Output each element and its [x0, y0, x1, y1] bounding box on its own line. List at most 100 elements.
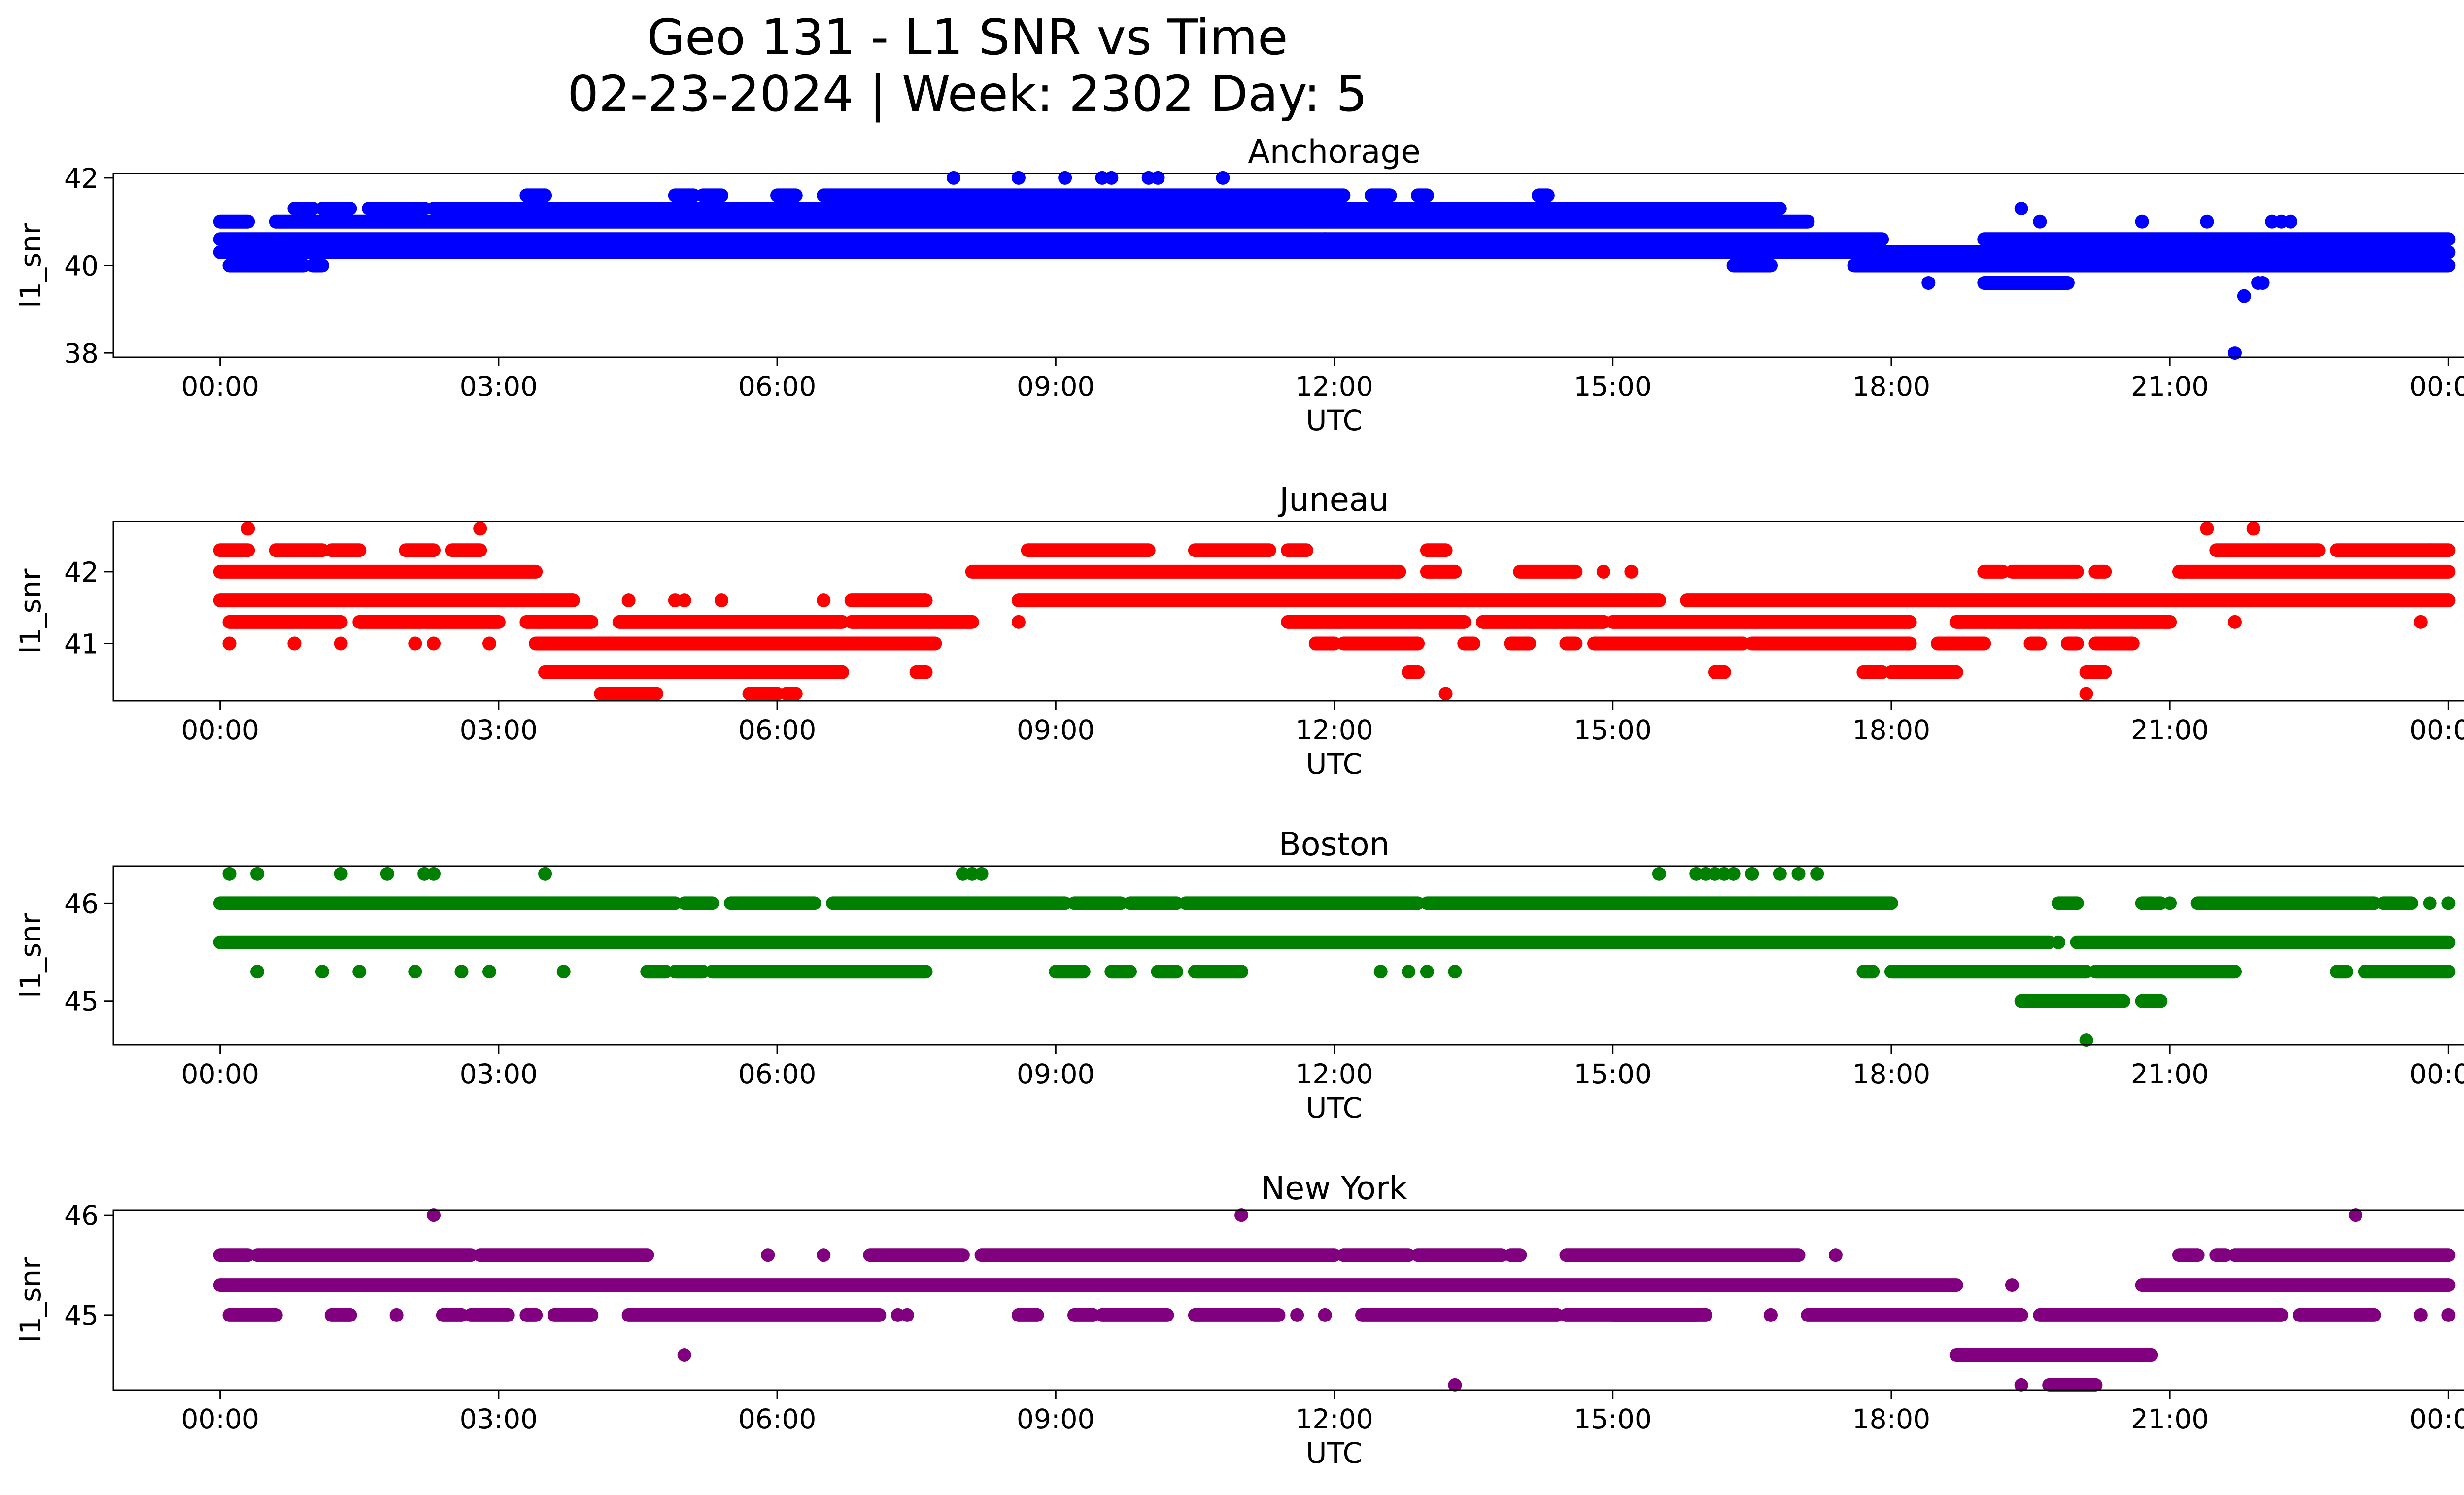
data-point: [900, 1308, 914, 1322]
data-point-run: [2209, 543, 2326, 557]
data-point-run: [436, 1308, 469, 1322]
data-point-run: [1726, 258, 1778, 273]
y-tick-label: 45: [64, 986, 99, 1017]
data-point-run: [1745, 636, 1917, 651]
data-point-run: [399, 543, 441, 557]
data-point: [482, 636, 497, 651]
data-point-run: [1281, 615, 1472, 629]
data-point-run: [306, 258, 329, 273]
data-point-run: [1151, 965, 1184, 979]
y-tick-label: 40: [64, 250, 99, 282]
data-point-run: [2023, 636, 2047, 651]
data-point-run: [621, 1308, 887, 1322]
data-point-run: [324, 543, 367, 557]
data-point-run: [1977, 276, 2075, 290]
data-point: [817, 593, 831, 608]
data-point: [287, 636, 302, 651]
data-point-run: [2014, 994, 2130, 1008]
x-tick-label: 00:00: [2409, 371, 2464, 402]
data-point-run: [1011, 1308, 1044, 1322]
data-point-run: [2070, 935, 2456, 949]
x-tick-label: 06:00: [738, 1058, 817, 1090]
x-tick-label: 12:00: [1295, 1403, 1373, 1435]
data-point-run: [1420, 564, 1462, 579]
data-point-run: [770, 188, 803, 203]
data-point: [538, 867, 552, 881]
data-point-run: [1336, 636, 1425, 651]
data-point-run: [1021, 543, 1156, 557]
data-point: [947, 171, 961, 185]
data-point: [250, 867, 265, 881]
data-point-run: [2135, 1278, 2456, 1292]
data-point-run: [1411, 1248, 1508, 1262]
x-tick-label: 03:00: [460, 1058, 538, 1090]
x-tick-label: 03:00: [460, 371, 538, 402]
y-tick-label: 41: [64, 628, 99, 660]
data-point-run: [612, 615, 849, 629]
subplot-title: Juneau: [1277, 482, 1389, 519]
x-tick-label: 09:00: [1017, 1058, 1095, 1090]
data-point: [2284, 214, 2298, 229]
data-point-run: [1355, 1308, 1564, 1322]
data-point-run: [1977, 564, 2010, 579]
y-tick-label: 45: [64, 1300, 99, 1331]
data-point-run: [222, 258, 311, 273]
x-tick-label: 09:00: [1017, 371, 1095, 402]
data-point-run: [324, 1308, 357, 1322]
data-point-run: [1680, 593, 2456, 608]
data-point-run: [473, 1248, 654, 1262]
data-point: [426, 867, 441, 881]
data-point-run: [519, 615, 599, 629]
data-point: [788, 245, 803, 259]
data-point: [426, 1208, 441, 1222]
data-point-run: [2209, 1248, 2233, 1262]
data-point-run: [1308, 636, 1341, 651]
data-point-run: [1559, 1248, 1806, 1262]
data-point: [482, 965, 497, 979]
data-point-run: [1457, 636, 1481, 651]
data-point-run: [1095, 1308, 1174, 1322]
data-point: [817, 1248, 831, 1262]
subplot-title: New York: [1261, 1170, 1408, 1207]
data-point: [222, 636, 237, 651]
x-tick-label: 06:00: [738, 714, 817, 746]
data-point-run: [1856, 665, 1889, 679]
data-point-run: [213, 245, 2456, 259]
data-point-run: [1188, 965, 1249, 979]
data-point: [1151, 171, 1165, 185]
data-point: [2413, 1308, 2428, 1322]
data-point-run: [2079, 665, 2112, 679]
data-point-run: [1420, 896, 1898, 910]
data-point-run: [1531, 188, 1555, 203]
data-point-run: [1708, 665, 1731, 679]
data-point-run: [1104, 965, 1137, 979]
data-point: [1318, 1308, 1332, 1322]
y-tick-label: 42: [64, 163, 99, 194]
data-point-run: [2358, 965, 2456, 979]
data-point-run: [269, 543, 329, 557]
data-point: [621, 593, 636, 608]
subplot-new-york: New York 00:00 03:00 06:00 09:00 12:00 15:00 18…: [14, 1170, 2464, 1470]
data-point: [2228, 346, 2242, 360]
data-point: [2200, 522, 2214, 536]
x-tick-label: 15:00: [1574, 714, 1652, 746]
x-axis-label: UTC: [1306, 1436, 1363, 1470]
data-point-run: [2228, 1248, 2456, 1262]
data-point: [2005, 1278, 2019, 1292]
data-point-run: [2172, 1248, 2205, 1262]
data-point: [1402, 965, 1416, 979]
x-tick-label: 03:00: [460, 714, 538, 746]
data-point-run: [519, 188, 552, 203]
data-point-run: [519, 1308, 543, 1322]
data-point-run: [213, 1248, 255, 1262]
data-point: [269, 258, 283, 273]
data-point-run: [640, 965, 673, 979]
data-point-run: [668, 188, 701, 203]
data-point: [334, 867, 348, 881]
data-point: [482, 615, 497, 629]
x-tick-label: 00:00: [181, 714, 259, 746]
data-point-run: [269, 214, 1815, 229]
data-point-run: [529, 636, 942, 651]
data-point-run: [213, 593, 580, 608]
data-point: [1810, 867, 1824, 881]
